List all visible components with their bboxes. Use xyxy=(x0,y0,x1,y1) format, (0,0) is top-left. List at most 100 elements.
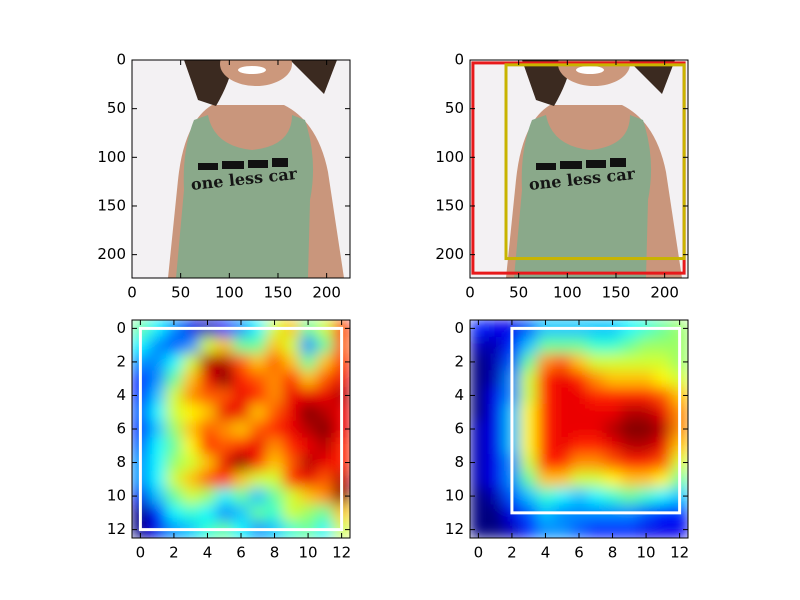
heat-cell xyxy=(486,487,505,505)
heat-cell xyxy=(604,370,622,388)
heat-cell xyxy=(671,521,688,538)
heat-cell xyxy=(299,504,317,522)
heat-cell xyxy=(199,370,217,388)
heat-cell xyxy=(620,454,639,472)
heat-cell xyxy=(215,437,234,455)
heat-cell xyxy=(553,403,572,422)
heat-cell xyxy=(604,420,622,438)
bounding-box xyxy=(504,63,686,261)
heat-cell xyxy=(232,454,250,472)
heat-cell xyxy=(215,470,234,489)
heat-cell xyxy=(148,504,167,522)
heat-cell xyxy=(249,470,267,489)
heat-cell xyxy=(654,420,672,438)
heat-cell xyxy=(654,387,672,405)
heat-cell xyxy=(470,470,488,489)
y-tick-label: 100 xyxy=(435,148,464,166)
y-tick-label: 50 xyxy=(445,99,464,117)
heat-cell xyxy=(654,353,672,371)
heat-cell xyxy=(299,336,317,355)
heat-cell xyxy=(232,370,250,388)
heat-cell xyxy=(520,420,538,438)
heat-cell xyxy=(637,454,655,472)
x-tick-label: 50 xyxy=(509,284,528,302)
y-tick-label: 100 xyxy=(97,148,126,166)
x-tick-label: 12 xyxy=(332,544,351,562)
heat-cell xyxy=(266,403,284,422)
heat-cell xyxy=(470,487,488,505)
y-tick-label: 10 xyxy=(107,487,126,505)
heatmap xyxy=(132,320,350,538)
heat-cell xyxy=(520,370,538,388)
heat-cell xyxy=(604,454,622,472)
heat-cell xyxy=(215,454,234,472)
heat-cell xyxy=(316,437,334,455)
heat-cell xyxy=(299,370,317,388)
heat-cell xyxy=(232,437,250,455)
y-tick-label: 2 xyxy=(116,352,126,370)
heat-cell xyxy=(604,353,622,371)
heat-cell xyxy=(199,437,217,455)
heat-cell xyxy=(249,387,267,405)
heat-cell xyxy=(266,387,284,405)
heat-cell xyxy=(587,336,605,355)
x-tick-label: 200 xyxy=(312,284,341,302)
heat-cell xyxy=(249,370,267,388)
heat-cell xyxy=(165,353,183,371)
heat-cell xyxy=(282,470,301,489)
heat-cell xyxy=(620,487,639,505)
heat-cell xyxy=(249,487,267,505)
heat-cell xyxy=(537,403,555,422)
heat-cell xyxy=(486,387,505,405)
heat-cell xyxy=(470,320,488,338)
heat-cell xyxy=(182,437,200,455)
heat-cell xyxy=(604,403,622,422)
heat-cell xyxy=(570,403,588,422)
heat-cell xyxy=(316,470,334,489)
heat-cell xyxy=(232,420,250,438)
heat-cell xyxy=(199,454,217,472)
heat-cell xyxy=(148,470,167,489)
heat-cell xyxy=(199,504,217,522)
heat-cell xyxy=(182,403,200,422)
heat-cell xyxy=(470,437,488,455)
y-tick-label: 6 xyxy=(454,420,464,438)
x-tick-label: 4 xyxy=(203,544,213,562)
heat-cell xyxy=(570,420,588,438)
heat-cell xyxy=(182,336,200,355)
heat-cell xyxy=(654,454,672,472)
heat-cell xyxy=(282,420,301,438)
heat-cell xyxy=(520,387,538,405)
y-tick-label: 12 xyxy=(445,520,464,538)
x-tick-label: 50 xyxy=(171,284,190,302)
heat-cell xyxy=(587,437,605,455)
heat-cell xyxy=(570,487,588,505)
heat-cell xyxy=(249,454,267,472)
x-tick-label: 2 xyxy=(169,544,179,562)
heat-cell xyxy=(470,336,488,355)
heat-cell xyxy=(654,437,672,455)
heat-cell xyxy=(282,454,301,472)
heat-cell xyxy=(165,336,183,355)
heatmap-cells xyxy=(132,320,350,538)
heat-cell xyxy=(537,487,555,505)
heat-cell xyxy=(637,387,655,405)
heat-cell xyxy=(215,504,234,522)
heat-cell xyxy=(470,387,488,405)
heat-cell xyxy=(316,353,334,371)
heat-cell xyxy=(316,454,334,472)
x-tick-label: 0 xyxy=(474,544,484,562)
heat-cell xyxy=(570,336,588,355)
heat-cell xyxy=(587,387,605,405)
heat-cell xyxy=(165,403,183,422)
heat-cell xyxy=(165,504,183,522)
heat-cell xyxy=(266,437,284,455)
heat-cell xyxy=(537,521,555,538)
heat-cell xyxy=(199,420,217,438)
photo: one less car xyxy=(470,60,688,278)
y-tick-label: 10 xyxy=(445,487,464,505)
heat-cell xyxy=(215,387,234,405)
heat-cell xyxy=(553,487,572,505)
y-tick-label: 0 xyxy=(454,319,464,337)
heat-cell xyxy=(299,470,317,489)
